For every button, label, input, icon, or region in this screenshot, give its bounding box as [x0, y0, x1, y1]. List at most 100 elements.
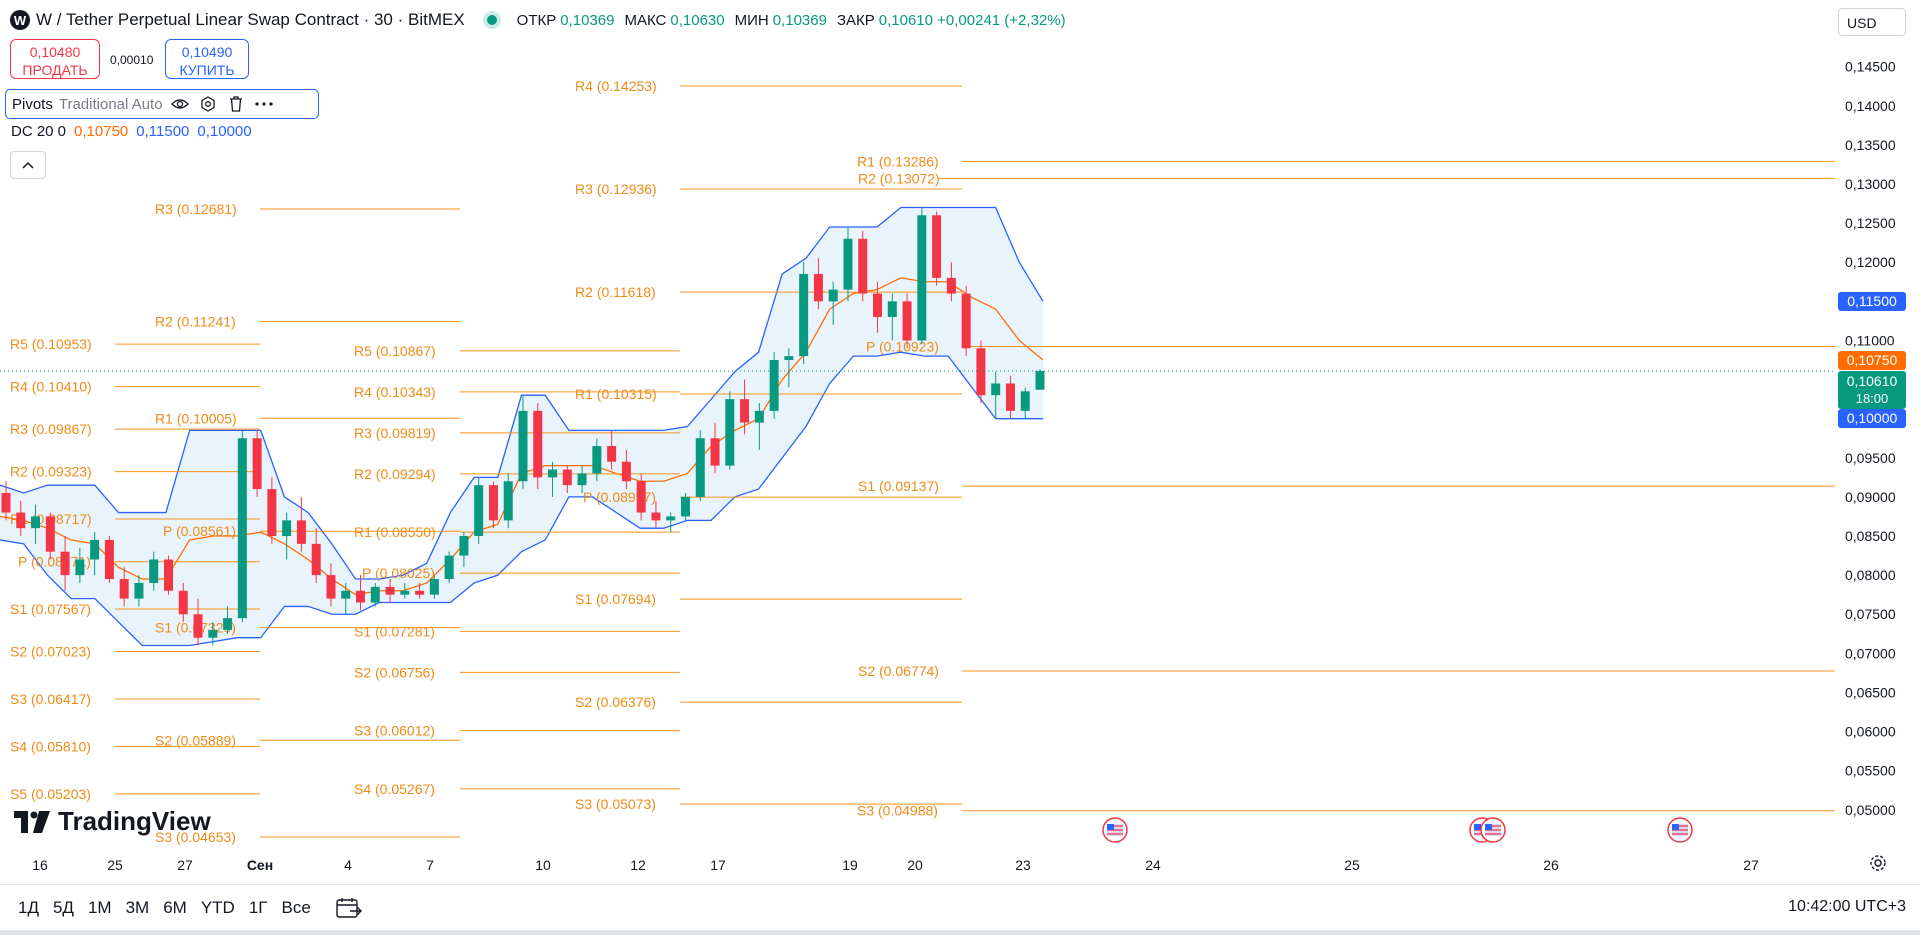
pivot-level-label: S1 (0.07694) [575, 591, 656, 607]
range-buttons: 1Д 5Д 1М 3М 6М YTD 1Г Все [0, 898, 318, 918]
candle-body [651, 512, 661, 521]
dc-lower-line [0, 351, 1043, 647]
pivot-level-label: R3 (0.12936) [575, 181, 657, 197]
settings-icon[interactable] [197, 93, 219, 115]
pivot-level-label: S3 (0.06417) [10, 691, 91, 707]
bottom-toolbar: 1Д 5Д 1М 3М 6М YTD 1Г Все 10:42:00 UTC+3 [0, 884, 1920, 931]
candles-layer [0, 207, 1835, 646]
delete-icon[interactable] [225, 93, 247, 115]
candle-body [31, 516, 41, 529]
spread-value: 0,00010 [110, 53, 154, 67]
more-icon[interactable] [253, 93, 275, 115]
range-button[interactable]: 5Д [52, 898, 74, 917]
donchian-legend[interactable]: DC 20 0 0,10750 0,11500 0,10000 [11, 123, 252, 140]
y-tick-label: 0,08500 [1845, 528, 1896, 544]
pivot-level-label: R3 (0.09819) [354, 425, 436, 441]
pivots-params: Traditional Auto [58, 95, 163, 113]
candle-body [503, 481, 513, 521]
candle-body [326, 575, 336, 599]
range-button[interactable]: Все [281, 898, 311, 917]
range-button[interactable]: 6М [163, 898, 187, 917]
symbol-title[interactable]: W / Tether Perpetual Linear Swap Contrac… [36, 10, 465, 29]
dc-upper-tag-text: 0,11500 [1847, 292, 1897, 309]
clock-timezone[interactable]: 10:42:00 UTC+3 [1788, 898, 1906, 915]
pivot-level-label: R4 (0.10410) [10, 379, 92, 395]
candle-body [680, 496, 690, 517]
economic-event-flag-icon[interactable] [1480, 817, 1506, 843]
candle-body [607, 446, 617, 462]
pivot-level-label: S3 (0.06012) [354, 723, 435, 739]
pivot-level-label: S1 (0.07281) [354, 623, 435, 639]
dc-name: DC 20 0 [11, 123, 67, 140]
candle-body [282, 520, 292, 537]
dc-middle-value: 0,10750 [74, 123, 129, 140]
pivot-level-label: R2 (0.13072) [858, 170, 940, 186]
candle-body [769, 360, 779, 411]
range-button[interactable]: 1Д [18, 898, 39, 917]
dc-lower-value: 0,10000 [197, 123, 252, 140]
event-flag-canton [1672, 824, 1679, 830]
pivots-indicator-legend[interactable]: Pivots Traditional Auto [5, 89, 319, 119]
pivots-name: Pivots [12, 95, 53, 113]
last-price-text: 0,10610 [1846, 372, 1898, 389]
range-button[interactable]: 1М [87, 898, 112, 917]
event-flag-canton [1107, 824, 1114, 830]
candle-body [163, 559, 173, 591]
ohlc-value: 0,10369 [560, 11, 615, 29]
y-tick-label: 0,09000 [1845, 489, 1896, 505]
x-tick-label: 17 [710, 857, 726, 873]
x-tick-label: 25 [1344, 857, 1360, 873]
sell-price: 0,10480 [29, 44, 81, 60]
dc-upper-value: 0,11500 [136, 123, 190, 140]
candle-body [577, 473, 587, 486]
ohlc-key: ЗАКР [836, 11, 875, 29]
candle-body [917, 215, 927, 341]
range-button[interactable]: 3М [125, 898, 150, 917]
currency-select[interactable]: USD [1838, 8, 1906, 36]
pivot-level-label: S3 (0.05073) [575, 796, 656, 812]
range-button[interactable]: YTD [200, 898, 235, 917]
pivot-level-label: S4 (0.05810) [10, 738, 91, 754]
pivot-level-label: R1 (0.10315) [575, 386, 657, 402]
sell-button[interactable]: 0,10480 ПРОДАТЬ [10, 39, 100, 79]
x-tick-label: 24 [1145, 857, 1161, 873]
collapse-legend-button[interactable] [10, 151, 46, 179]
economic-event-flag-icon[interactable] [1667, 817, 1693, 843]
candle-body [208, 629, 218, 638]
pivot-level-label: P (0.08561) [163, 523, 236, 539]
candle-body [828, 289, 838, 302]
economic-event-flag-icon[interactable] [1102, 817, 1128, 843]
date-range-icon[interactable] [336, 897, 362, 919]
candle-body [666, 516, 676, 521]
y-tick-label: 0,12500 [1845, 215, 1896, 231]
pivot-level-label: S1 (0.09137) [858, 478, 939, 494]
chart-settings-button[interactable] [1868, 853, 1888, 878]
candle-body [621, 461, 631, 482]
x-tick-label: 23 [1015, 857, 1031, 873]
candle-body [370, 586, 380, 603]
candle-body [1005, 383, 1015, 411]
candle-body [991, 383, 1001, 396]
y-tick-label: 0,08000 [1845, 567, 1896, 583]
candle-body [932, 215, 942, 278]
candle-body [459, 536, 469, 556]
pivot-level-label: R3 (0.09867) [10, 421, 92, 437]
pivot-level-label: R2 (0.11241) [155, 314, 236, 330]
range-button[interactable]: 1Г [248, 898, 268, 917]
pivot-level-label: S2 (0.06774) [858, 663, 939, 679]
pivot-level-label: S2 (0.06376) [575, 694, 656, 710]
x-tick-label: 12 [630, 857, 646, 873]
buy-button[interactable]: 0,10490 КУПИТЬ [165, 39, 249, 79]
pivot-level-label: R4 (0.14253) [575, 78, 657, 94]
y-tick-label: 0,07500 [1845, 606, 1896, 622]
ohlc-key: МИН [734, 11, 769, 29]
market-status-icon[interactable] [486, 15, 497, 25]
eye-icon[interactable] [169, 93, 191, 115]
chevron-up-icon [22, 161, 34, 169]
ohlc-value: 0,10369 [772, 11, 827, 29]
candle-body [149, 559, 159, 583]
ohlc-key: МАКС [624, 11, 667, 29]
candle-body [1035, 370, 1045, 390]
